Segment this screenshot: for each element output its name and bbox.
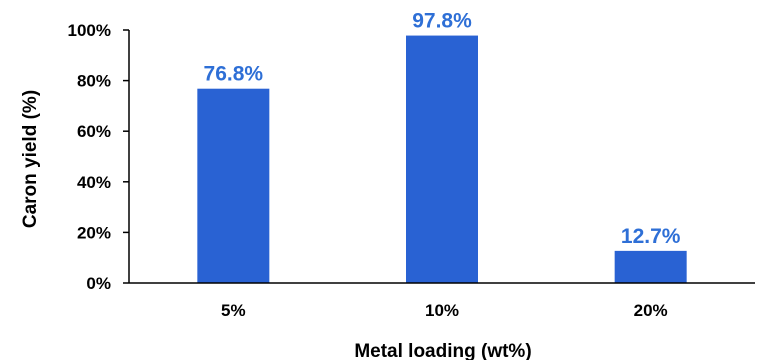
y-tick-label-2: 40% (77, 173, 111, 192)
x-tick-label-1: 10% (425, 301, 459, 320)
bar-2 (614, 250, 687, 283)
bar-1 (406, 35, 478, 283)
data-label-2: 12.7% (621, 225, 681, 248)
bar-0 (197, 88, 270, 283)
y-tick-label-4: 80% (77, 72, 111, 91)
data-label-1: 97.8% (412, 10, 472, 33)
x-tick-label-2: 20% (634, 301, 668, 320)
x-axis-title: Metal loading (wt%) (354, 341, 531, 360)
y-tick-label-0: 0% (86, 274, 111, 293)
x-tick-label-0: 5% (221, 301, 246, 320)
data-label-0: 76.8% (204, 63, 264, 86)
y-tick-label-5: 100% (68, 21, 111, 40)
y-tick-label-3: 60% (77, 122, 111, 141)
y-tick-label-1: 20% (77, 223, 111, 242)
y-axis-title: Caron yield (%) (20, 90, 41, 228)
